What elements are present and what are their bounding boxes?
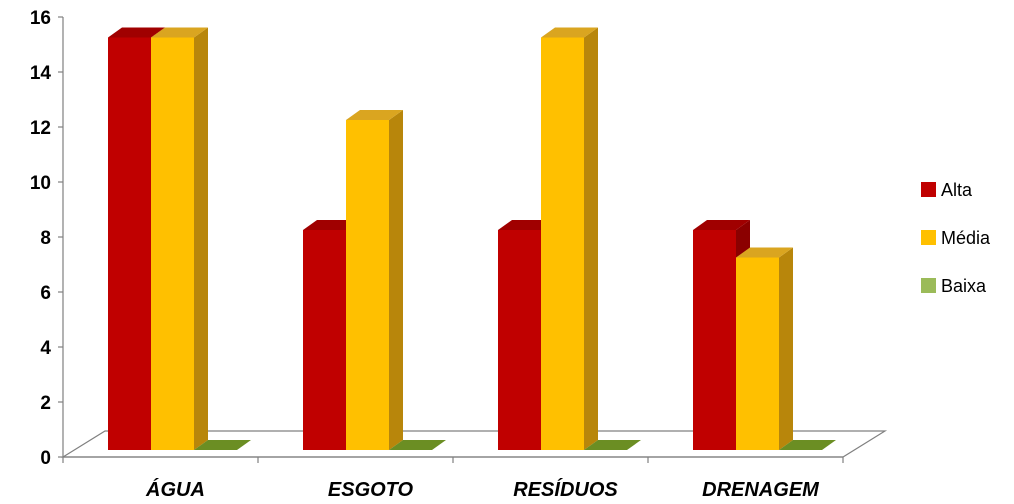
bar-baixa-1 [389,440,446,450]
bar-flat [194,440,251,450]
chart-floor [60,430,888,458]
bar-média-2 [541,27,598,450]
bar-média-3 [736,247,793,450]
y-tick-label: 0 [40,448,51,469]
bar-flat [779,440,836,450]
x-tick-labels: ÁGUA ESGOTO RESÍDUOS DRENAGEM [145,478,820,501]
bar-side [389,110,403,450]
y-tick-label: 10 [30,173,51,194]
bar-side [584,27,598,450]
bar-front [303,230,346,450]
x-tick-label: ÁGUA [145,478,205,501]
bar-front [736,257,779,450]
y-tick-label: 16 [30,8,51,29]
bar-front [693,230,736,450]
bar-baixa-0 [194,440,251,450]
bar-top [108,27,165,38]
y-tick-labels: 0 2 4 6 8 10 12 14 16 [30,8,52,469]
legend: Alta Média Baixa [921,180,991,296]
y-tick-label: 12 [30,118,51,139]
y-tick-label: 14 [30,63,52,84]
legend-swatch [921,278,936,293]
bar-top [498,220,555,230]
bar-flat [584,440,641,450]
legend-swatch [921,230,936,245]
bar-front [108,37,151,450]
y-tick-label: 6 [40,283,51,304]
bar-top [303,220,360,230]
bar-side [779,247,793,450]
bar-top [346,110,403,120]
legend-label: Baixa [941,276,987,296]
legend-item-alta: Alta [921,180,973,200]
bar-baixa-3 [779,440,836,450]
y-tick-label: 8 [40,228,51,249]
x-tick-label: ESGOTO [328,479,414,501]
x-tick-label: DRENAGEM [702,479,820,501]
bar-side [194,27,208,450]
legend-swatch [921,182,936,197]
bar-front [151,37,194,450]
bar-front [346,120,389,450]
legend-label: Alta [941,180,973,200]
bar-front [498,230,541,450]
floor-plane [60,430,888,458]
y-tick-label: 2 [40,393,51,414]
bar-top [736,247,793,258]
legend-label: Média [941,228,991,248]
bar-top [693,220,750,230]
bar-front [541,37,584,450]
y-tick-label: 4 [40,338,51,359]
legend-item-média: Média [921,228,991,248]
bars [108,27,836,450]
bar-média-1 [346,110,403,450]
bar-baixa-2 [584,440,641,450]
legend-item-baixa: Baixa [921,276,987,296]
x-tick-label: RESÍDUOS [513,478,618,501]
bar-flat [389,440,446,450]
bar-top [541,27,598,38]
bar-média-0 [151,27,208,450]
bar-top [151,27,208,38]
